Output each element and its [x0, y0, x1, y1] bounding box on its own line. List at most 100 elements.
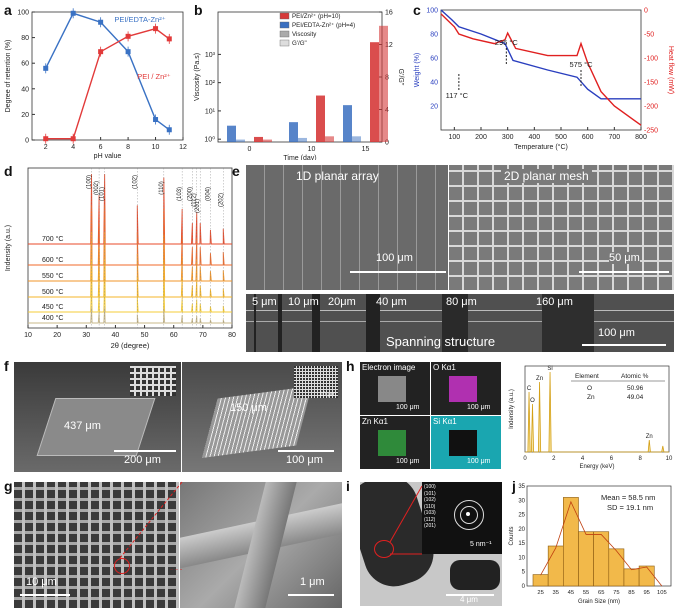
- panel-label-b: b: [194, 2, 203, 18]
- scale-label: 1 μm: [300, 576, 325, 588]
- annotation-label: 575 °C: [569, 60, 593, 69]
- table-cell: 49.04: [627, 394, 644, 401]
- data-point: [125, 33, 131, 39]
- x-tick-label: 65: [598, 590, 604, 596]
- peak-label: Zn: [646, 434, 653, 440]
- scale-label: 100 μm: [376, 252, 413, 264]
- x-tick-label: 8: [639, 456, 643, 462]
- y-axis-label: Viscosity (Pa.s): [194, 53, 201, 101]
- annotation-label: Mean = 58.5 nm: [601, 493, 655, 502]
- x-tick-label: 8: [126, 144, 130, 151]
- x-tick-label: 35: [553, 590, 559, 596]
- peak-label: (100): [87, 175, 93, 189]
- gap-label: 5 μm: [252, 296, 277, 308]
- table-cell: O: [587, 385, 592, 392]
- panel-label-c: c: [413, 2, 421, 18]
- peak-label: Zn: [536, 376, 543, 382]
- panel-label-f: f: [4, 358, 9, 374]
- gap-label: 80 μm: [446, 296, 477, 308]
- x-axis-label: pH value: [94, 153, 122, 160]
- y2-axis-label: G'/G": [397, 69, 404, 86]
- eds-o-map: O Kα1 100 μm: [431, 362, 501, 415]
- scale-label: 4 μm: [460, 595, 478, 604]
- x-tick-label: 15: [362, 146, 370, 153]
- x-tick-label: 0: [523, 456, 527, 462]
- legend-swatch: [279, 39, 290, 47]
- sem-mesh-image-1: 437 μm 200 μm: [14, 362, 181, 472]
- tile-label: O Kα1: [433, 363, 456, 372]
- temperature-label: 500 °C: [42, 288, 63, 296]
- x-axis-label: Grain Size (nm): [578, 599, 620, 605]
- table-cell: Zn: [587, 394, 595, 401]
- eds-si-map: Si Kα1 100 μm: [431, 416, 501, 469]
- legend-label: PEI/EDTA-Zn²⁺ (pH=4): [292, 22, 355, 29]
- peak-label: O: [530, 398, 535, 404]
- histogram-bar: [638, 565, 655, 587]
- fit-curve: [540, 500, 663, 587]
- data-point: [43, 65, 49, 71]
- scale-bar: [288, 594, 334, 596]
- x-tick-label: 105: [657, 590, 667, 596]
- peak-label: Si: [547, 366, 552, 372]
- bar-modulus-zn: [263, 139, 272, 142]
- x-tick-label: 6: [610, 456, 614, 462]
- panel-label-h: h: [346, 358, 355, 374]
- table-cell: 50.96: [627, 385, 644, 392]
- scale-bar: [446, 594, 494, 596]
- xrd-pattern: [28, 258, 232, 298]
- y2-tick-label: 16: [385, 10, 393, 17]
- panel-label-i: i: [346, 478, 350, 494]
- data-point: [125, 49, 131, 55]
- y-axis-label: Counts: [509, 526, 515, 545]
- y-tick-label: 80: [21, 35, 29, 42]
- y-axis-label: Indensity (a.u.): [5, 225, 12, 271]
- x-tick-label: 100: [448, 134, 460, 141]
- x-tick-label: 25: [537, 590, 543, 596]
- y2-tick-label: 0: [385, 140, 389, 147]
- sem-1d-array-image: 1D planar array 100 μm: [246, 165, 448, 290]
- y-tick-label: 20: [21, 112, 29, 119]
- peak-label: C: [527, 386, 532, 392]
- x-tick-label: 0: [248, 146, 252, 153]
- x-tick-label: 40: [112, 332, 120, 339]
- y-tick-label: 5: [522, 570, 526, 576]
- y2-tick-label: -150: [644, 80, 658, 87]
- data-point: [166, 127, 172, 133]
- data-point: [153, 117, 159, 123]
- scale-bar: [114, 450, 176, 452]
- scale-bar: [20, 594, 70, 596]
- sem-mesh-image-2: 10 μm 150 μm 100 μm: [182, 362, 342, 472]
- y-tick-label: 10³: [205, 52, 216, 59]
- peak-label: (110): [159, 181, 165, 195]
- x-tick-label: 4: [581, 456, 585, 462]
- y-tick-label: 80: [430, 32, 438, 39]
- x-tick-label: 2: [552, 456, 556, 462]
- x-axis-label: 2θ (degree): [111, 341, 150, 350]
- annotation-label: SD = 19.1 nm: [607, 503, 653, 512]
- histogram-bar: [547, 545, 564, 587]
- y2-tick-label: -50: [644, 32, 654, 39]
- y-axis-label: Weight (%): [414, 53, 421, 88]
- y-tick-label: 100: [17, 10, 29, 17]
- x-tick-label: 400: [528, 134, 540, 141]
- gap-label: 10 μm: [288, 296, 319, 308]
- scale-bar: [579, 271, 669, 273]
- scale-label: 10 μm: [26, 576, 57, 588]
- temperature-label: 600 °C: [42, 256, 63, 264]
- x-tick-label: 30: [82, 332, 90, 339]
- tile-label: Si Kα1: [433, 417, 457, 426]
- temperature-label: 700 °C: [42, 235, 63, 243]
- x-tick-label: 70: [199, 332, 207, 339]
- temperature-label: 400 °C: [42, 314, 63, 322]
- xrd-pattern: [28, 173, 232, 245]
- x-tick-label: 12: [179, 144, 187, 151]
- sem-fiber-image: 1 μm: [180, 482, 342, 608]
- tile-label: Zn Kα1: [362, 417, 388, 426]
- x-tick-label: 6: [99, 144, 103, 151]
- y-axis-label: Degree of retention (%): [5, 40, 12, 113]
- x-tick-label: 75: [613, 590, 619, 596]
- bar-viscosity-zn: [254, 136, 263, 142]
- bar-viscosity-edta: [289, 122, 298, 142]
- dimension-label: 150 μm: [230, 402, 267, 414]
- x-tick-label: 20: [53, 332, 61, 339]
